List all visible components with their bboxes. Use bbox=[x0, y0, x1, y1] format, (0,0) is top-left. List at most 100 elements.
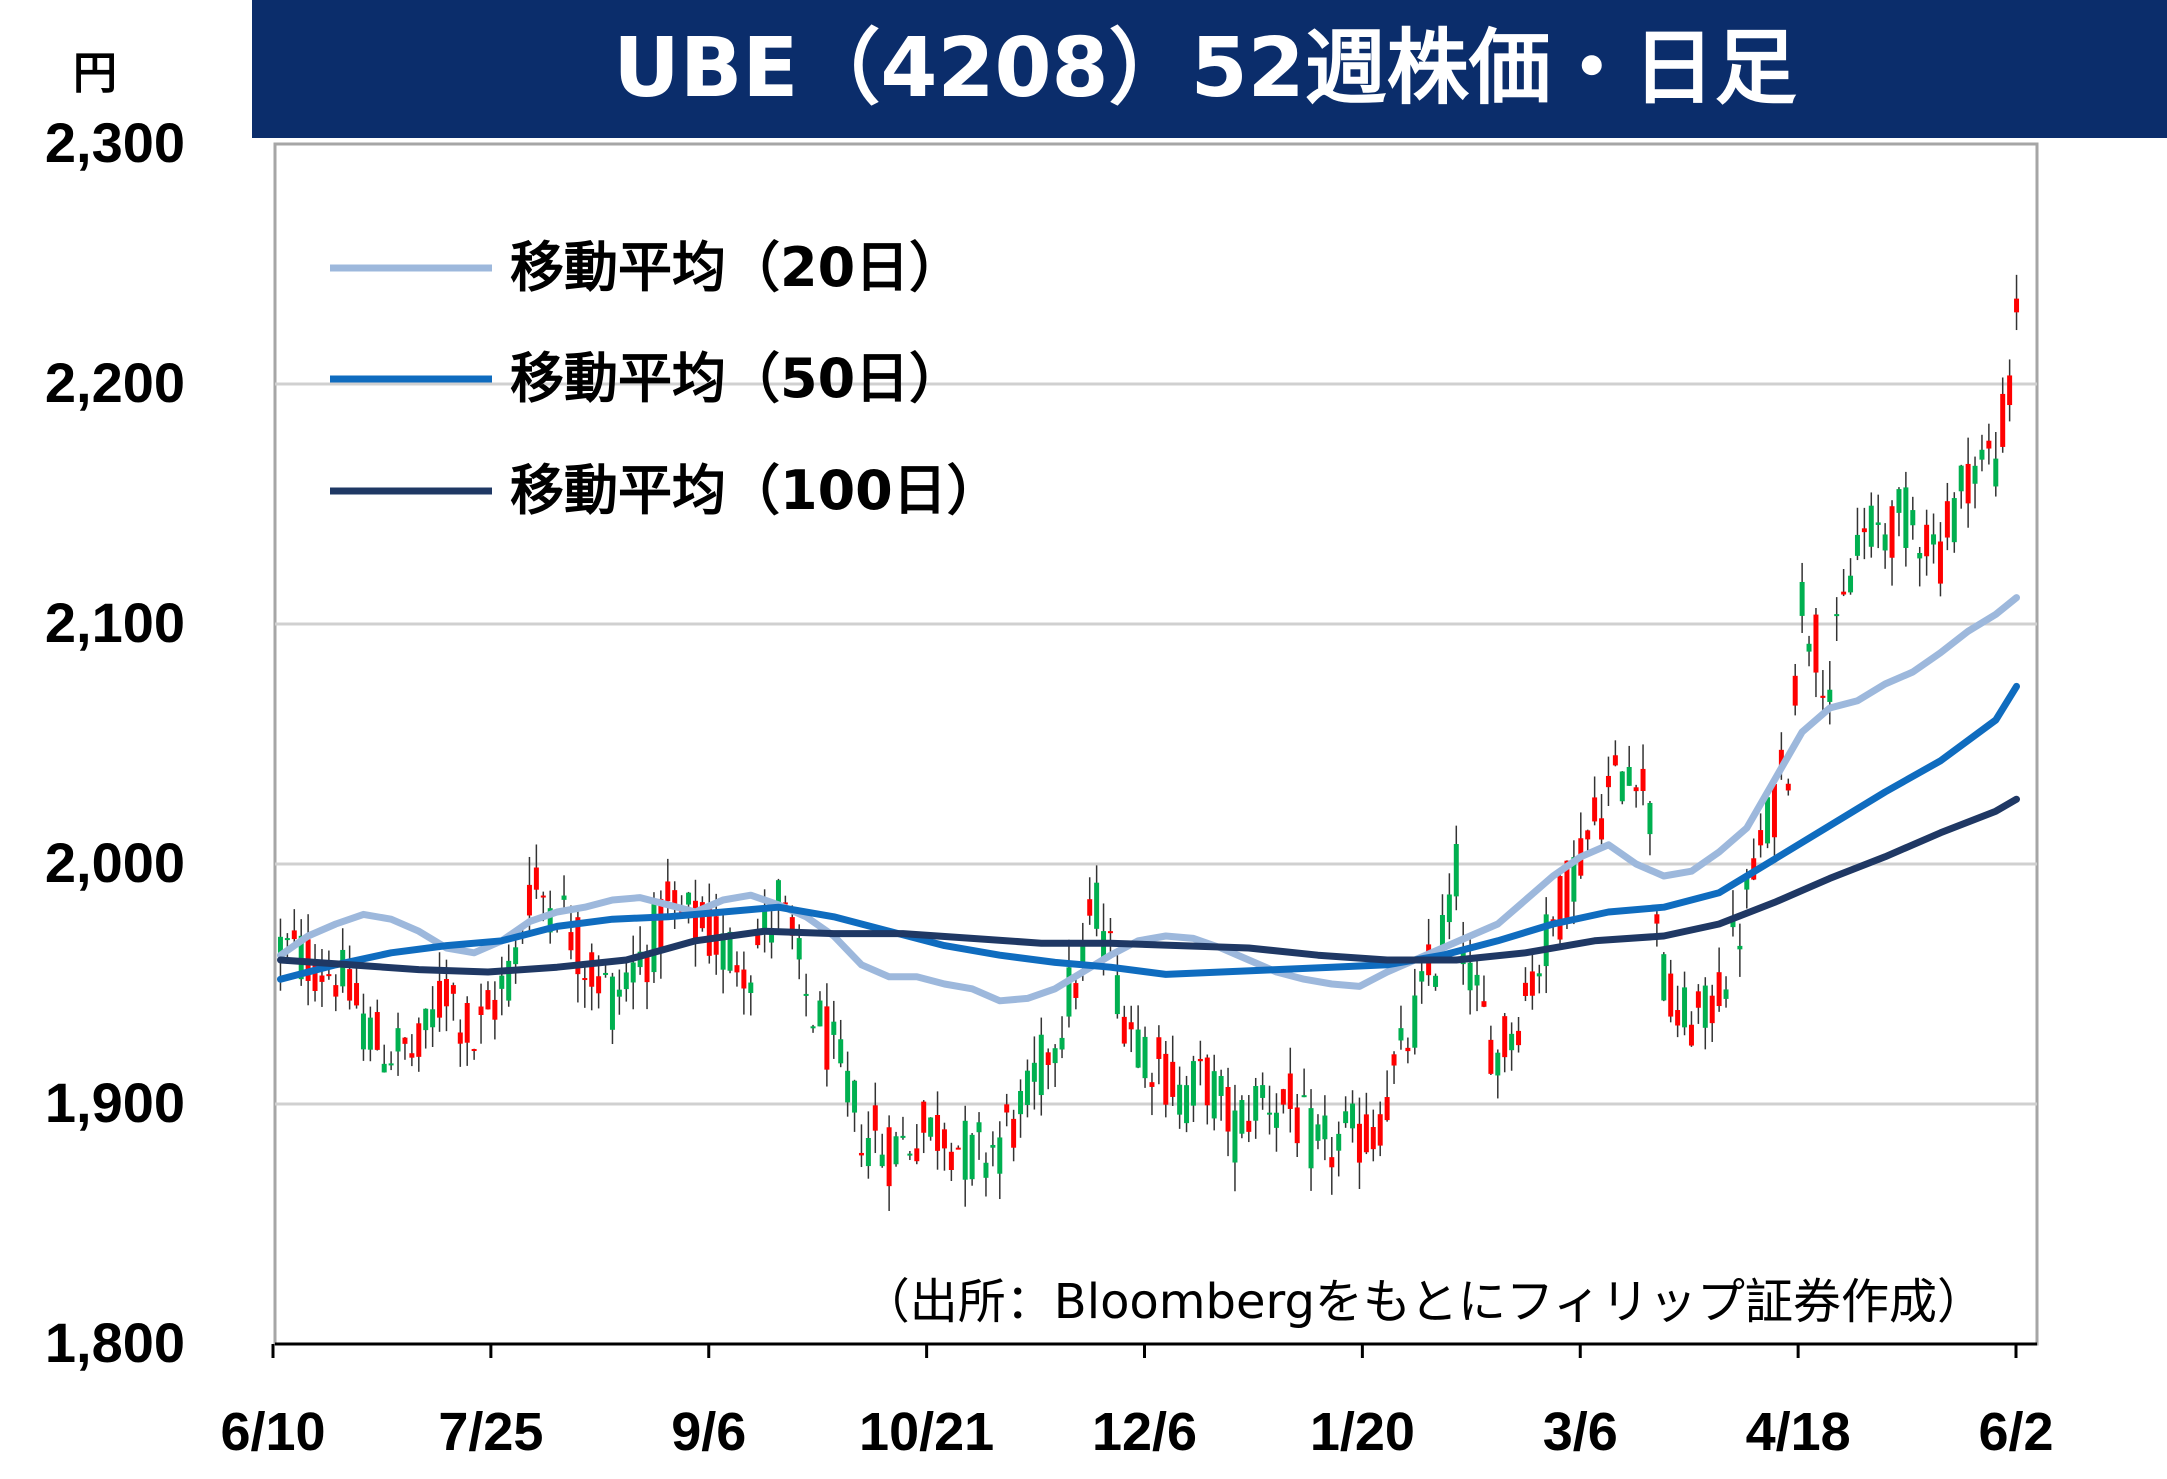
candle-down bbox=[1910, 510, 1916, 526]
legend-label-ma100: 移動平均（100日） bbox=[510, 459, 1001, 522]
candle-up bbox=[741, 969, 747, 989]
x-tick-label: 7/25 bbox=[438, 1402, 543, 1462]
candle-up bbox=[589, 952, 595, 987]
candle-up bbox=[1287, 1073, 1293, 1109]
candle-down bbox=[506, 960, 512, 1001]
candle-down bbox=[1018, 1090, 1024, 1115]
candle-up bbox=[1329, 1157, 1335, 1168]
candle-down bbox=[1848, 575, 1854, 593]
candle-down bbox=[762, 907, 768, 935]
candle-up bbox=[492, 999, 498, 1020]
candle-up bbox=[1937, 541, 1943, 584]
candle-up bbox=[2000, 393, 2006, 447]
candle-up bbox=[575, 917, 581, 975]
candle-up bbox=[734, 965, 740, 973]
candle-up bbox=[1128, 1022, 1134, 1030]
candle-down bbox=[561, 895, 567, 900]
candle-down bbox=[1931, 534, 1937, 545]
candle-down bbox=[1765, 797, 1771, 844]
candle-up bbox=[1246, 1120, 1252, 1132]
candle-down bbox=[817, 1000, 823, 1027]
candle-down bbox=[1868, 505, 1874, 547]
candle-up bbox=[1149, 1082, 1155, 1087]
candle-down bbox=[1446, 894, 1452, 923]
candle-up bbox=[1529, 971, 1535, 996]
title-banner bbox=[252, 0, 2167, 138]
candle-up bbox=[2014, 298, 2020, 313]
x-tick-label: 3/6 bbox=[1543, 1402, 1618, 1462]
candle-down bbox=[769, 928, 775, 943]
x-tick-label: 1/20 bbox=[1310, 1402, 1415, 1462]
candle-down bbox=[630, 962, 636, 983]
candle-down bbox=[775, 880, 781, 906]
candle-down bbox=[388, 1063, 394, 1066]
candle-up bbox=[1197, 1058, 1203, 1062]
candle-down bbox=[1066, 967, 1072, 1017]
candle-down bbox=[1626, 766, 1632, 786]
candle-down bbox=[845, 1070, 851, 1103]
candle-up bbox=[1640, 768, 1646, 791]
candle-down bbox=[1958, 465, 1964, 492]
candle-up bbox=[1778, 749, 1784, 769]
candle-up bbox=[409, 1053, 415, 1058]
candle-up bbox=[1633, 787, 1639, 792]
y-tick-label: 2,000 bbox=[45, 831, 185, 894]
candle-down bbox=[381, 1063, 387, 1073]
candle-down bbox=[277, 936, 283, 963]
candle-up bbox=[872, 1105, 878, 1131]
candle-up bbox=[319, 975, 325, 982]
candle-up bbox=[1841, 591, 1847, 595]
candle-down bbox=[1350, 1103, 1356, 1129]
candle-up bbox=[935, 1114, 941, 1151]
candle-up bbox=[914, 1148, 920, 1162]
candle-down bbox=[1571, 857, 1577, 902]
candle-down bbox=[1993, 458, 1999, 487]
source-note: （出所：Bloombergをもとにフィリップ証券作成） bbox=[862, 1274, 1985, 1330]
candle-up bbox=[526, 884, 532, 916]
candle-down bbox=[1038, 1034, 1044, 1096]
candle-down bbox=[907, 1153, 913, 1156]
x-axis bbox=[271, 1342, 2037, 1358]
x-axis-labels: 6/10 7/25 9/6 10/21 12/6 1/20 3/6 4/18 6/2 bbox=[220, 1402, 2053, 1462]
candle-down bbox=[1260, 1085, 1266, 1098]
candle-up bbox=[1516, 1030, 1522, 1046]
x-tick-label: 6/2 bbox=[1978, 1402, 2053, 1462]
candle-up bbox=[1170, 1061, 1176, 1097]
candle-up bbox=[1944, 501, 1950, 538]
candle-down bbox=[803, 993, 809, 996]
x-tick-label: 9/6 bbox=[671, 1402, 746, 1462]
candle-down bbox=[395, 1028, 401, 1052]
candle-down bbox=[1917, 553, 1923, 559]
candle-down bbox=[1239, 1100, 1245, 1134]
x-tick-label: 12/6 bbox=[1092, 1402, 1197, 1462]
candle-down bbox=[616, 989, 622, 997]
candle-up bbox=[347, 969, 353, 1001]
candle-up bbox=[1813, 614, 1819, 673]
candle-down bbox=[1972, 465, 1978, 484]
gridlines bbox=[275, 382, 2037, 1106]
candle-down bbox=[1951, 498, 1957, 543]
candle-down bbox=[423, 1008, 429, 1031]
series-line-ma20 bbox=[277, 594, 2020, 1005]
candle-up bbox=[1599, 818, 1605, 840]
candle-up bbox=[1564, 860, 1570, 920]
series-line-ma50 bbox=[277, 682, 2020, 983]
candle-down bbox=[1336, 1133, 1342, 1151]
candle-down bbox=[1806, 643, 1812, 652]
candle-up bbox=[644, 956, 650, 983]
candle-down bbox=[796, 938, 802, 960]
candle-down bbox=[879, 1154, 885, 1167]
candle-up bbox=[596, 976, 602, 994]
candle-down bbox=[727, 931, 733, 971]
candle-up bbox=[1121, 1016, 1127, 1044]
candle-down bbox=[1308, 1108, 1314, 1169]
candle-up bbox=[291, 930, 297, 940]
candle-down bbox=[1218, 1075, 1224, 1096]
candle-down bbox=[1854, 534, 1860, 556]
candle-down bbox=[1322, 1115, 1328, 1140]
candle-down bbox=[1052, 1048, 1058, 1064]
candle-up bbox=[1654, 914, 1660, 924]
candle-up bbox=[1668, 973, 1674, 1017]
candle-down bbox=[1799, 581, 1805, 616]
y-tick-label: 2,300 bbox=[45, 111, 185, 174]
